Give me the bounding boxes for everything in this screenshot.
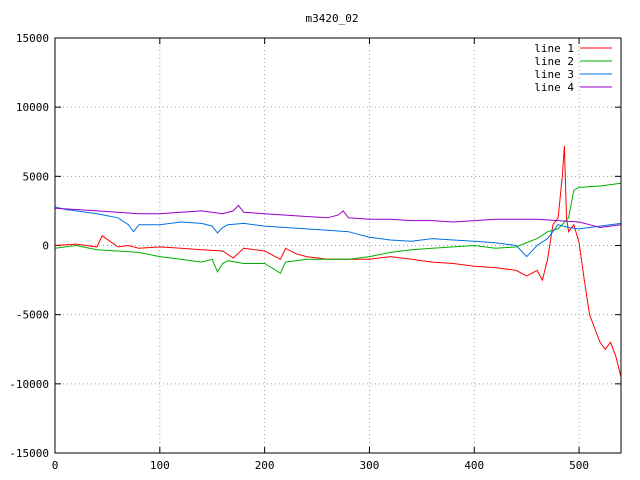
series-line-2 (54, 182, 622, 274)
legend-label: line 4 (534, 81, 574, 94)
legend-label: line 1 (534, 42, 574, 55)
x-tick-label: 0 (52, 459, 59, 472)
x-tick-label: 300 (360, 459, 380, 472)
series-layer (54, 145, 622, 378)
y-tick-label: 5000 (23, 170, 50, 183)
y-tick-label: -10000 (9, 378, 49, 391)
y-tick-label: -5000 (16, 309, 49, 322)
legend-label: line 3 (534, 68, 574, 81)
y-tick-label: 15000 (16, 32, 49, 45)
x-tick-label: 400 (464, 459, 484, 472)
series-line-4 (54, 204, 622, 229)
series-line-1 (54, 145, 622, 378)
axes: -15000 -10000 -5000 0 5000 10000 15000 0 100 200 3… (9, 32, 621, 472)
series-line-3 (54, 206, 622, 258)
x-tick-label: 100 (150, 459, 170, 472)
chart-title: m3420_02 (306, 12, 359, 25)
x-tick-label: 200 (255, 459, 275, 472)
legend-label: line 2 (534, 55, 574, 68)
y-tick-label: 0 (42, 240, 49, 253)
x-tick-label: 500 (569, 459, 589, 472)
y-tick-label: 10000 (16, 101, 49, 114)
y-tick-label: -15000 (9, 447, 49, 460)
plot-border (54, 37, 622, 454)
